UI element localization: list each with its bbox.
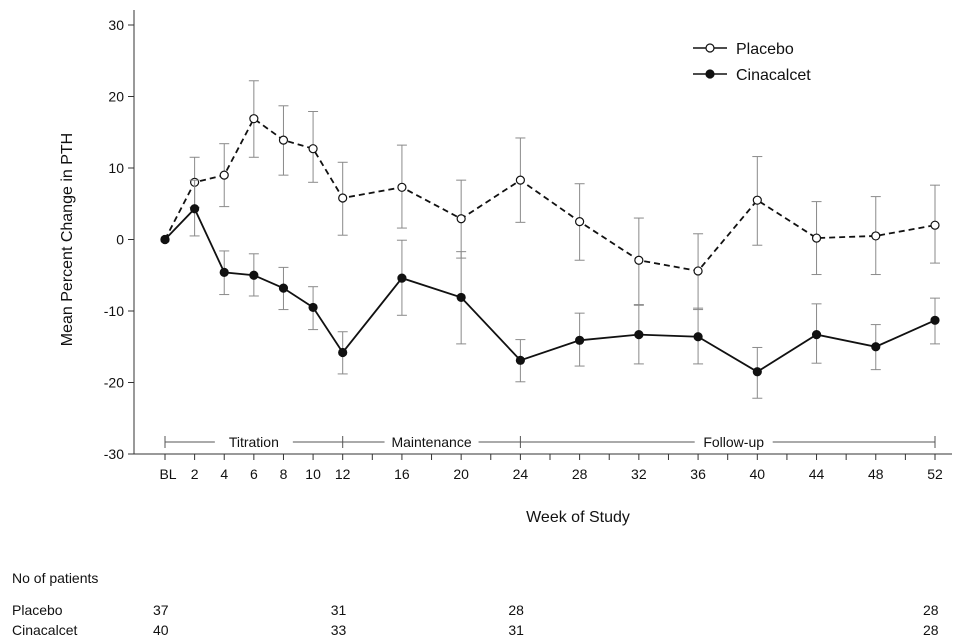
- x-tick-label: 2: [191, 466, 199, 482]
- x-tick-label: 24: [513, 466, 529, 482]
- y-tick-label: 10: [108, 160, 124, 176]
- x-tick-label: 12: [335, 466, 351, 482]
- placebo-point: [278, 135, 289, 145]
- placebo-point: [693, 266, 703, 276]
- cinacalcet-point: [278, 283, 289, 293]
- cinacalcet-point: [575, 335, 585, 345]
- cinacalcet-point: [752, 367, 762, 377]
- x-tick-label: 48: [868, 466, 884, 482]
- cinacalcet-point: [397, 273, 407, 283]
- x-tick-label: 28: [572, 466, 588, 482]
- placebo-point: [308, 144, 318, 154]
- data-series: [160, 80, 940, 399]
- cinacalcet-point: [160, 234, 170, 245]
- y-tick-label: -30: [104, 446, 124, 462]
- placebo-point: [634, 255, 644, 265]
- chart-axes: 30 20 10 0 -10 -20 -30 Mean Percent Change in P…: [59, 10, 952, 526]
- x-tick-label: 4: [220, 466, 228, 482]
- cinacalcet-point: [308, 302, 318, 313]
- x-tick-label: 6: [250, 466, 258, 482]
- patients-count: 37: [153, 602, 169, 618]
- phase-label-bg: [384, 433, 479, 451]
- x-tick-label: 40: [750, 466, 766, 482]
- patients-count: 33: [330, 622, 347, 638]
- y-tick-label: 20: [108, 89, 124, 105]
- y-tick-label: 30: [108, 17, 124, 33]
- x-tick-label: 20: [453, 466, 469, 482]
- cinacalcet-point: [219, 267, 229, 277]
- placebo-point: [752, 195, 762, 205]
- x-tick-label: 52: [927, 466, 943, 482]
- cinacalcet-point: [811, 329, 822, 340]
- cinacalcet-point: [249, 270, 259, 280]
- patients-count: 31: [508, 622, 524, 638]
- placebo-point: [338, 193, 348, 203]
- patients-count: 31: [330, 602, 347, 618]
- patients-row-label: Placebo: [12, 602, 63, 618]
- placebo-point: [575, 217, 585, 227]
- y-tick-label: -20: [104, 375, 124, 391]
- patients-count: 28: [508, 602, 524, 618]
- cinacalcet-point: [693, 332, 703, 342]
- patients-count: 28: [923, 622, 939, 638]
- placebo-point: [397, 182, 407, 192]
- placebo-legend-marker: [705, 43, 715, 53]
- cinacalcet-point: [871, 342, 881, 352]
- phase-label-bg: [694, 433, 773, 451]
- placebo-point: [249, 114, 259, 124]
- cinacalcet-point: [338, 347, 348, 358]
- x-tick-label: 44: [809, 466, 825, 482]
- y-axis-label: Mean Percent Change in PTH: [59, 133, 76, 346]
- legend-label: Cinacalcet: [736, 67, 811, 84]
- phase-label-bg: [214, 433, 293, 451]
- phase-label: Follow-up: [703, 434, 764, 450]
- legend-label: Placebo: [736, 41, 794, 58]
- y-tick-label: -10: [104, 303, 124, 319]
- x-tick-label: BL: [159, 466, 176, 482]
- patients-count: 28: [923, 602, 939, 618]
- placebo-point: [871, 231, 881, 241]
- phase-label: Maintenance: [391, 434, 471, 450]
- y-tick-label: 0: [116, 232, 124, 248]
- cinacalcet-legend-marker: [705, 69, 715, 79]
- x-tick-label: 10: [305, 466, 321, 482]
- cinacalcet-point: [456, 292, 466, 303]
- x-tick-label: 36: [690, 466, 706, 482]
- x-tick-label: 16: [394, 466, 410, 482]
- patients-count: 40: [153, 622, 169, 638]
- x-tick-label: 32: [631, 466, 647, 482]
- x-axis-label: Week of Study: [526, 509, 630, 526]
- cinacalcet-point: [190, 204, 200, 214]
- placebo-point: [515, 175, 525, 185]
- cinacalcet-point: [930, 315, 940, 325]
- study-phases: Titration Maintenance Follow-up: [164, 433, 936, 451]
- placebo-point: [456, 214, 466, 224]
- placebo-point: [930, 220, 940, 230]
- pth-chart: 30 20 10 0 -10 -20 -30 Mean Percent Change in P…: [59, 10, 952, 526]
- x-tick-label: 8: [280, 466, 288, 482]
- placebo-point: [811, 233, 822, 243]
- placebo-point: [219, 170, 229, 180]
- patients-table-title: No of patients: [12, 570, 99, 586]
- phase-label: Titration: [229, 434, 279, 450]
- cinacalcet-point: [634, 329, 644, 340]
- chart-legend: Placebo Cinacalcet: [693, 41, 811, 84]
- patients-row-label: Cinacalcet: [12, 622, 78, 638]
- cinacalcet-point: [515, 355, 525, 365]
